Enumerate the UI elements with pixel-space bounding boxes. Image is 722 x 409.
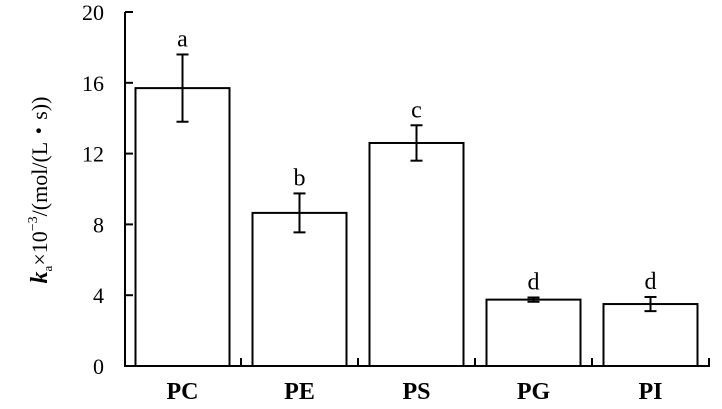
bar-pi [602,303,699,367]
x-tick-label-pg: PG [517,379,551,405]
error-bars [176,53,657,313]
x-tick-label-ps: PS [402,379,430,405]
error-bar-pg [527,296,540,303]
y-tick-label: 20 [82,0,104,25]
significance-letter: b [294,165,306,191]
y-label-symbol: k [27,271,53,283]
error-bar-pc [176,53,189,123]
y-label-multiplier: ×10 [27,231,52,265]
x-axis-tick-labels: PC PE PS PG PI [167,379,663,405]
y-label-unit: /(mol/(L・s)) [27,97,52,217]
y-tick-label: 0 [93,354,104,379]
y-axis-ticks: 0 4 8 12 16 20 [82,0,133,379]
significance-letter: d [645,269,657,295]
y-tick-label: 4 [93,283,104,308]
bar-pg [485,298,582,367]
y-label-exponent: −3 [26,216,41,231]
error-bar-pe [293,192,306,234]
y-label-subscript: a [40,265,55,271]
significance-letter: a [177,26,188,52]
y-tick-label: 8 [93,212,104,237]
error-bar-ps [410,124,423,162]
significance-letters: a b c d d [177,26,656,295]
x-tick-label-pe: PE [284,379,315,405]
y-axis-label: ka×10−3/(mol/(L・s)) [26,97,55,284]
bar-pc [134,87,231,368]
error-bar-pi [644,295,657,313]
x-tick-label-pc: PC [167,379,199,405]
significance-letter: c [411,97,422,123]
bar-ps [368,141,465,367]
y-tick-label: 16 [82,71,104,96]
y-tick-label: 12 [82,142,104,167]
significance-letter: d [528,270,540,296]
x-tick-label-pi: PI [639,379,663,405]
bar-pe [251,211,348,367]
